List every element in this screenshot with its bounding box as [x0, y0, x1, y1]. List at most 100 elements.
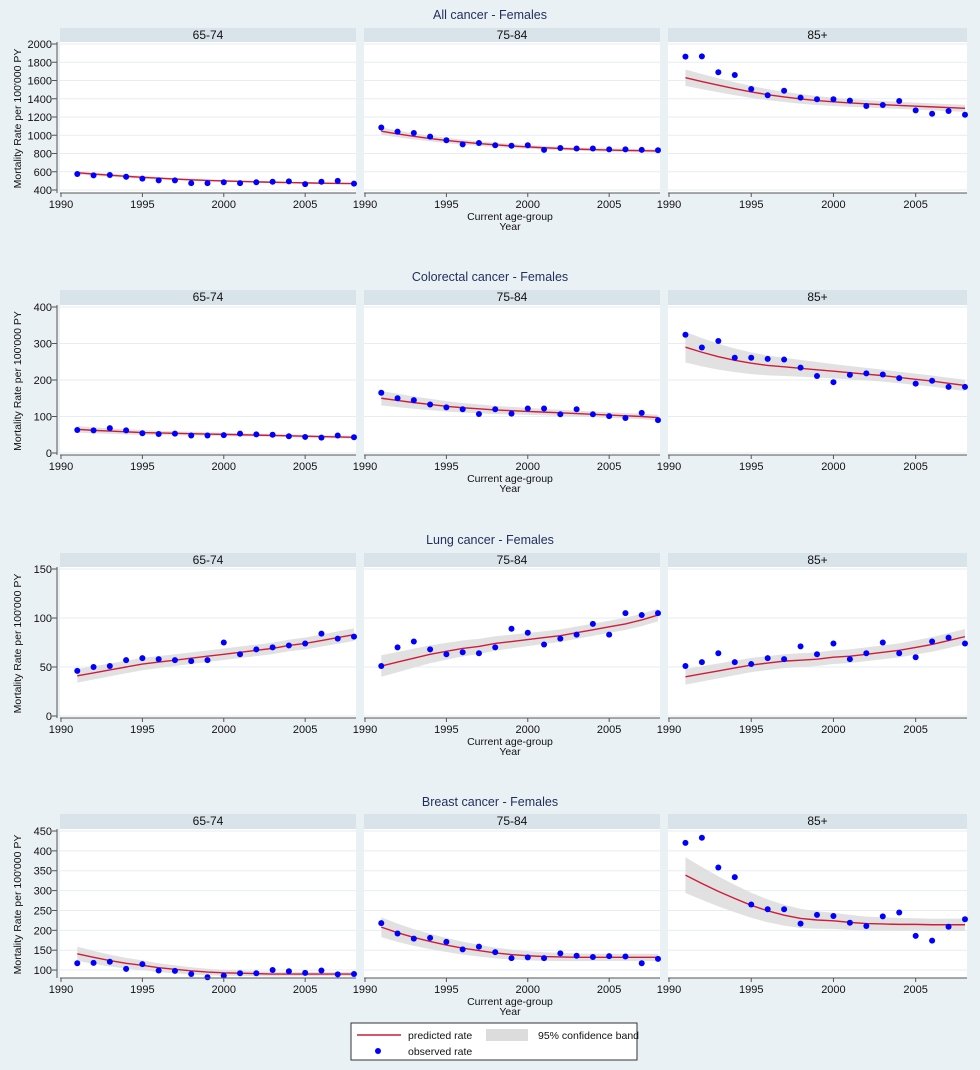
observed-point [863, 103, 870, 110]
observed-point [606, 631, 613, 638]
x-tick-label: 1990 [353, 461, 377, 473]
x-axis-label: Current age-group [467, 473, 553, 485]
observed-point [830, 96, 837, 103]
observed-point [508, 625, 515, 632]
observed-point [698, 834, 705, 841]
observed-point [682, 331, 689, 338]
x-tick-label: 1995 [130, 199, 154, 211]
observed-point [945, 923, 952, 930]
y-tick-label: 0 [46, 711, 52, 723]
panel-85+: 85+ 1990 1995 2000 2005 [657, 290, 968, 473]
observed-point [188, 658, 195, 665]
panel-85+: 85+ 1990 1995 2000 2005 [657, 814, 968, 996]
observed-point [764, 92, 771, 99]
y-tick-label: 1800 [28, 57, 52, 69]
observed-point [155, 967, 162, 974]
panel-header [364, 814, 660, 829]
x-tick-label: 1995 [739, 724, 763, 736]
observed-point [351, 633, 357, 640]
observed-point [606, 146, 613, 153]
y-tick-label: 600 [34, 167, 52, 179]
observed-point [830, 640, 837, 647]
observed-point [557, 145, 564, 152]
observed-point [410, 129, 417, 136]
observed-point [879, 913, 886, 920]
x-tick-label: 1990 [353, 984, 377, 996]
panel-label: 75-84 [497, 814, 528, 828]
observed-point [622, 610, 629, 617]
observed-point [378, 920, 385, 927]
observed-point [682, 839, 689, 846]
observed-point [90, 427, 97, 434]
observed-point [237, 180, 244, 187]
observed-point [139, 175, 146, 182]
panel-header [668, 28, 967, 42]
observed-point [781, 906, 788, 913]
observed-point [863, 370, 870, 377]
observed-point [90, 172, 97, 179]
observed-point [912, 654, 919, 661]
observed-point [459, 649, 466, 656]
observed-point [171, 657, 178, 664]
y-tick-label: 400 [34, 846, 52, 858]
observed-point [155, 177, 162, 184]
observed-point [638, 960, 645, 967]
x-tick-label: 2005 [597, 724, 621, 736]
observed-point [106, 171, 113, 178]
observed-point [682, 53, 689, 60]
y-tick-label: 800 [34, 149, 52, 161]
panel-75-84: 75-84 1990 1995 2000 2005 [353, 553, 661, 736]
observed-point [962, 640, 968, 647]
observed-point [863, 650, 870, 657]
observed-point [945, 107, 952, 114]
observed-point [269, 644, 276, 651]
predicted-line [685, 635, 966, 678]
x-tick-label: 2000 [516, 461, 540, 473]
x-tick-label: 1995 [739, 984, 763, 996]
observed-point [912, 932, 919, 939]
observed-point [715, 337, 722, 344]
y-tick-label: 150 [34, 564, 52, 576]
observed-point [74, 427, 81, 434]
observed-point [830, 913, 837, 920]
observed-point [410, 397, 417, 404]
observed-point [204, 180, 211, 187]
x-axis-label: Year [499, 483, 521, 495]
observed-point [475, 943, 482, 950]
row-title: Breast cancer - Females [422, 795, 558, 809]
observed-point [698, 659, 705, 666]
x-axis-label: Year [499, 746, 521, 758]
x-tick-label: 1990 [657, 724, 681, 736]
observed-point [443, 404, 450, 411]
x-tick-label: 2000 [212, 984, 236, 996]
observed-point [410, 638, 417, 645]
observed-point [492, 406, 499, 413]
panel-header [364, 290, 660, 305]
confidence-band [685, 628, 965, 685]
panel-header [60, 290, 356, 305]
observed-point [220, 972, 227, 979]
x-tick-label: 1995 [130, 984, 154, 996]
observed-point [171, 430, 178, 437]
panel-header [364, 28, 660, 42]
panel-65-74: 65-74 1990 1995 2000 2005 [49, 553, 357, 736]
y-tick-label: 0 [46, 448, 52, 460]
x-tick-label: 1990 [657, 461, 681, 473]
observed-point [797, 920, 804, 927]
y-tick-label: 1000 [28, 130, 52, 142]
observed-point [912, 380, 919, 387]
chart-row-0: All cancer - Females Mortality Rate per 1… [12, 8, 968, 233]
observed-point [220, 432, 227, 439]
observed-point [90, 959, 97, 966]
x-tick-label: 1995 [739, 199, 763, 211]
observed-point [573, 145, 580, 152]
observed-point [622, 146, 629, 153]
observed-point [459, 141, 466, 148]
y-tick-label: 350 [34, 866, 52, 878]
x-tick-label: 2005 [903, 461, 927, 473]
x-tick-label: 2005 [903, 199, 927, 211]
observed-point [188, 971, 195, 978]
observed-point [123, 965, 130, 972]
observed-point [541, 405, 548, 412]
